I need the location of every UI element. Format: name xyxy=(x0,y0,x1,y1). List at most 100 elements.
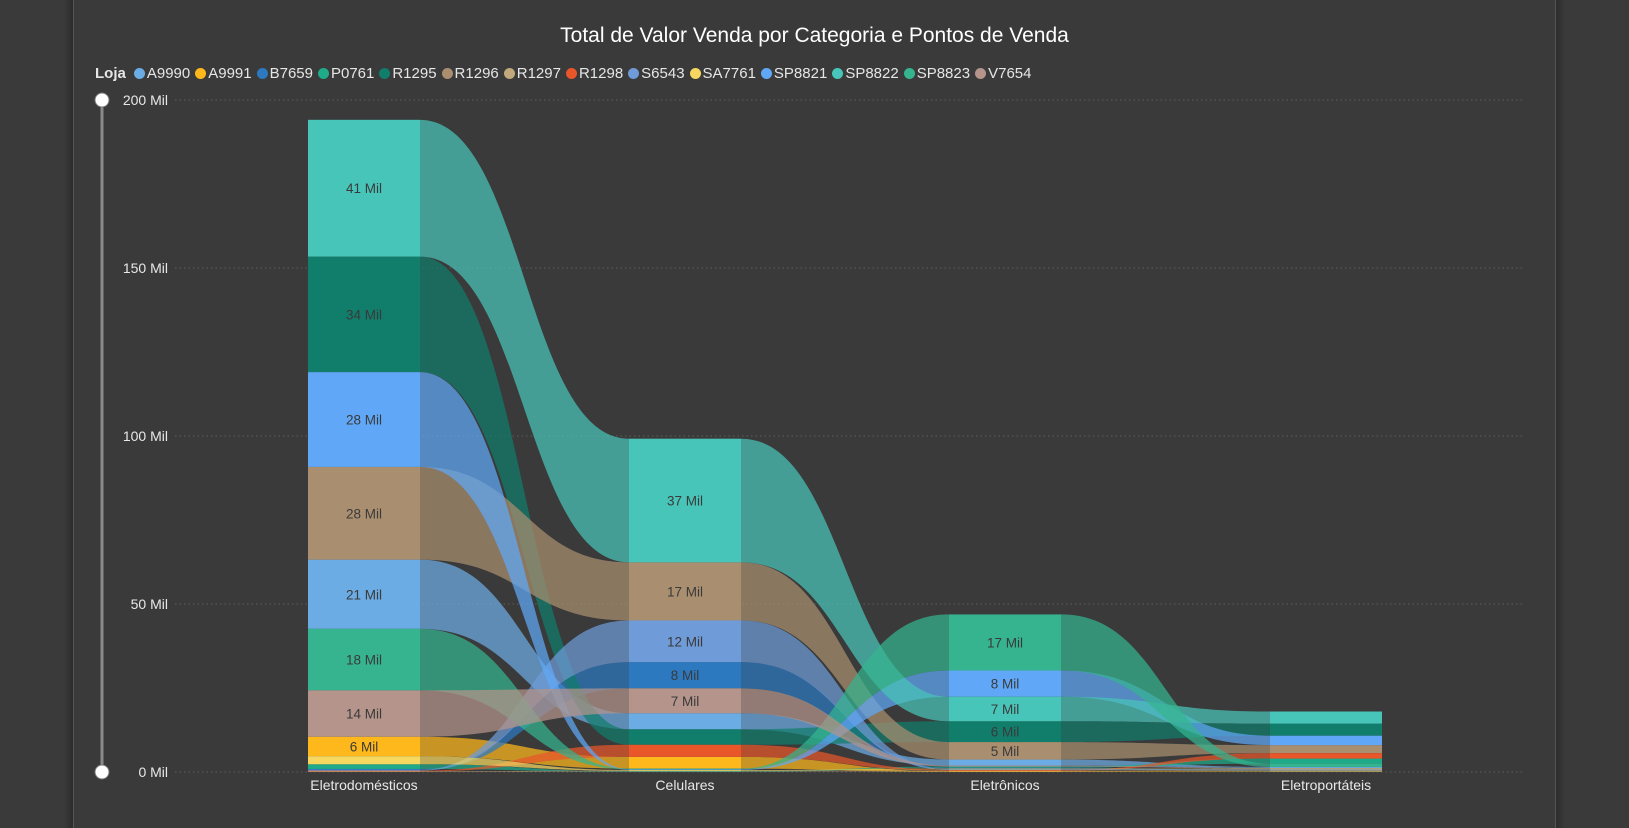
ribbon-a9991 xyxy=(1061,771,1270,772)
bar-segment-r1296[interactable] xyxy=(949,742,1061,760)
bar-segment-sa7761[interactable] xyxy=(1270,768,1382,770)
bar-segment-sp8822[interactable] xyxy=(629,438,741,563)
bar-segment-r1298[interactable] xyxy=(308,770,420,772)
bar-segment-p0761[interactable] xyxy=(949,766,1061,768)
ribbon-sp8822 xyxy=(741,438,949,722)
data-label: 17 Mil xyxy=(667,584,703,599)
bar-segment-sp8821[interactable] xyxy=(949,670,1061,697)
bar-segment-a9990[interactable] xyxy=(308,559,420,629)
legend-item-b7659[interactable]: B7659 xyxy=(256,65,313,82)
zoom-slider-top-handle[interactable] xyxy=(94,92,110,108)
bar-segment-r1295[interactable] xyxy=(949,721,1061,743)
bar-segment-sa7761[interactable] xyxy=(949,768,1061,770)
data-label: 21 Mil xyxy=(346,587,382,602)
bar-segment-r1298[interactable] xyxy=(1270,753,1382,759)
bar-segment-sp8823[interactable] xyxy=(949,614,1061,671)
bar-segment-r1296[interactable] xyxy=(629,562,741,621)
bar-segment-r1295[interactable] xyxy=(1270,723,1382,736)
zoom-slider-bottom-handle[interactable] xyxy=(94,764,110,780)
bar-segment-a9991[interactable] xyxy=(308,736,420,757)
bar-segment-r1296[interactable] xyxy=(308,466,420,560)
bar-segment-sa7761[interactable] xyxy=(629,769,741,771)
bar-segment-s6543[interactable] xyxy=(949,769,1061,770)
legend-marker xyxy=(975,67,987,79)
bar-segment-sp8821[interactable] xyxy=(308,372,420,467)
ribbon-r1298 xyxy=(420,744,629,772)
legend-label: SP8823 xyxy=(916,64,971,82)
bar-segment-v7654[interactable] xyxy=(949,765,1061,767)
bar-segment-sp8823[interactable] xyxy=(629,768,741,770)
legend-item-sp8822[interactable]: SP8822 xyxy=(832,65,899,82)
legend-marker xyxy=(628,67,640,79)
bar-segment-a9991[interactable] xyxy=(629,756,741,769)
legend-label: R1297 xyxy=(516,64,561,82)
bar-segment-sp8821[interactable] xyxy=(629,769,741,770)
bar-segment-sp8821[interactable] xyxy=(1270,735,1382,746)
canvas-left-margin xyxy=(0,0,73,828)
bar-segment-b7659[interactable] xyxy=(308,768,420,770)
bar-segment-r1298[interactable] xyxy=(629,744,741,757)
bar-segment-b7659[interactable] xyxy=(949,767,1061,769)
bar-segment-sp8822[interactable] xyxy=(949,696,1061,722)
bar-segment-p0761[interactable] xyxy=(308,764,420,769)
ribbon-a9990 xyxy=(420,559,629,730)
bar-segment-s6543[interactable] xyxy=(308,769,420,771)
legend-marker xyxy=(760,67,772,79)
y-tick-label: 150 Mil xyxy=(123,260,168,276)
ribbon-sp8823 xyxy=(741,614,949,770)
bar-segment-sp8822[interactable] xyxy=(308,119,420,257)
bar-segment-v7654[interactable] xyxy=(629,688,741,714)
bar-segment-b7659[interactable] xyxy=(1270,770,1382,772)
zoom-slider xyxy=(94,92,110,780)
bar-segment-r1297[interactable] xyxy=(629,770,741,772)
bar-segment-v7654[interactable] xyxy=(1270,767,1382,769)
chart-legend[interactable]: Loja A9990 A9991 B7659 P0761 R1295 R1296 R1297… xyxy=(95,63,1036,83)
ribbon-sp8822 xyxy=(420,119,629,563)
legend-item-sp8823[interactable]: SP8823 xyxy=(903,64,971,82)
bar-segment-a9991[interactable] xyxy=(1270,771,1382,772)
bar-segment-r1297[interactable] xyxy=(308,771,420,772)
bar-segment-sp8822[interactable] xyxy=(1270,711,1382,724)
bar-segment-p0761[interactable] xyxy=(1270,758,1382,764)
legend-item-a9991[interactable]: A9991 xyxy=(195,64,252,82)
legend-item-p0761[interactable]: P0761 xyxy=(317,65,374,82)
x-tick-label: Celulares xyxy=(655,777,714,793)
bar-segment-b7659[interactable] xyxy=(629,662,741,689)
bar-segment-sp8823[interactable] xyxy=(308,628,420,691)
bar-segment-v7654[interactable] xyxy=(308,690,420,737)
bar-segment-r1297[interactable] xyxy=(949,770,1061,772)
bar-segment-r1296[interactable] xyxy=(1270,745,1382,754)
bar-segment-sa7761[interactable] xyxy=(308,756,420,765)
data-label: 34 Mil xyxy=(346,307,382,322)
legend-item-sp8821[interactable]: SP8821 xyxy=(760,65,827,82)
legend-label: R1298 xyxy=(578,64,624,82)
legend-item-v7654[interactable]: V7654 xyxy=(975,65,1031,82)
bar-segment-s6543[interactable] xyxy=(629,620,741,663)
legend-item-sa7761[interactable]: SA7761 xyxy=(689,64,756,82)
chart-title: Total de Valor Venda por Categoria e Pon… xyxy=(560,24,1069,47)
data-label: 28 Mil xyxy=(346,413,382,428)
legend-label: V7654 xyxy=(988,64,1032,82)
bar-segment-p0761[interactable] xyxy=(629,771,741,772)
legend-marker xyxy=(317,67,329,79)
bar-segment-r1295[interactable] xyxy=(308,256,420,373)
bar-segment-r1295[interactable] xyxy=(629,729,741,745)
legend-item-r1296[interactable]: R1296 xyxy=(441,64,499,82)
bar-segment-a9990[interactable] xyxy=(629,713,741,730)
data-label: 6 Mil xyxy=(991,725,1020,740)
bar-segment-a9990[interactable] xyxy=(1270,766,1382,768)
bar-segment-sp8823[interactable] xyxy=(1270,763,1382,767)
bar-segment-a9991[interactable] xyxy=(949,771,1061,772)
legend-item-s6543[interactable]: S6543 xyxy=(628,65,685,82)
legend-label: SA7761 xyxy=(702,64,756,82)
bar-segment-r1298[interactable] xyxy=(949,769,1061,771)
bar-segment-r1297[interactable] xyxy=(1270,769,1382,771)
legend-label: A9991 xyxy=(208,64,252,82)
legend-item-r1297[interactable]: R1297 xyxy=(503,64,561,82)
legend-label: R1296 xyxy=(454,64,499,82)
legend-item-r1295[interactable]: R1295 xyxy=(379,65,437,82)
legend-item-r1298[interactable]: R1298 xyxy=(565,64,624,82)
bar-segment-a9990[interactable] xyxy=(949,759,1061,766)
legend-item-a9990[interactable]: A9990 xyxy=(133,65,190,82)
bar-segment-s6543[interactable] xyxy=(1270,769,1382,770)
